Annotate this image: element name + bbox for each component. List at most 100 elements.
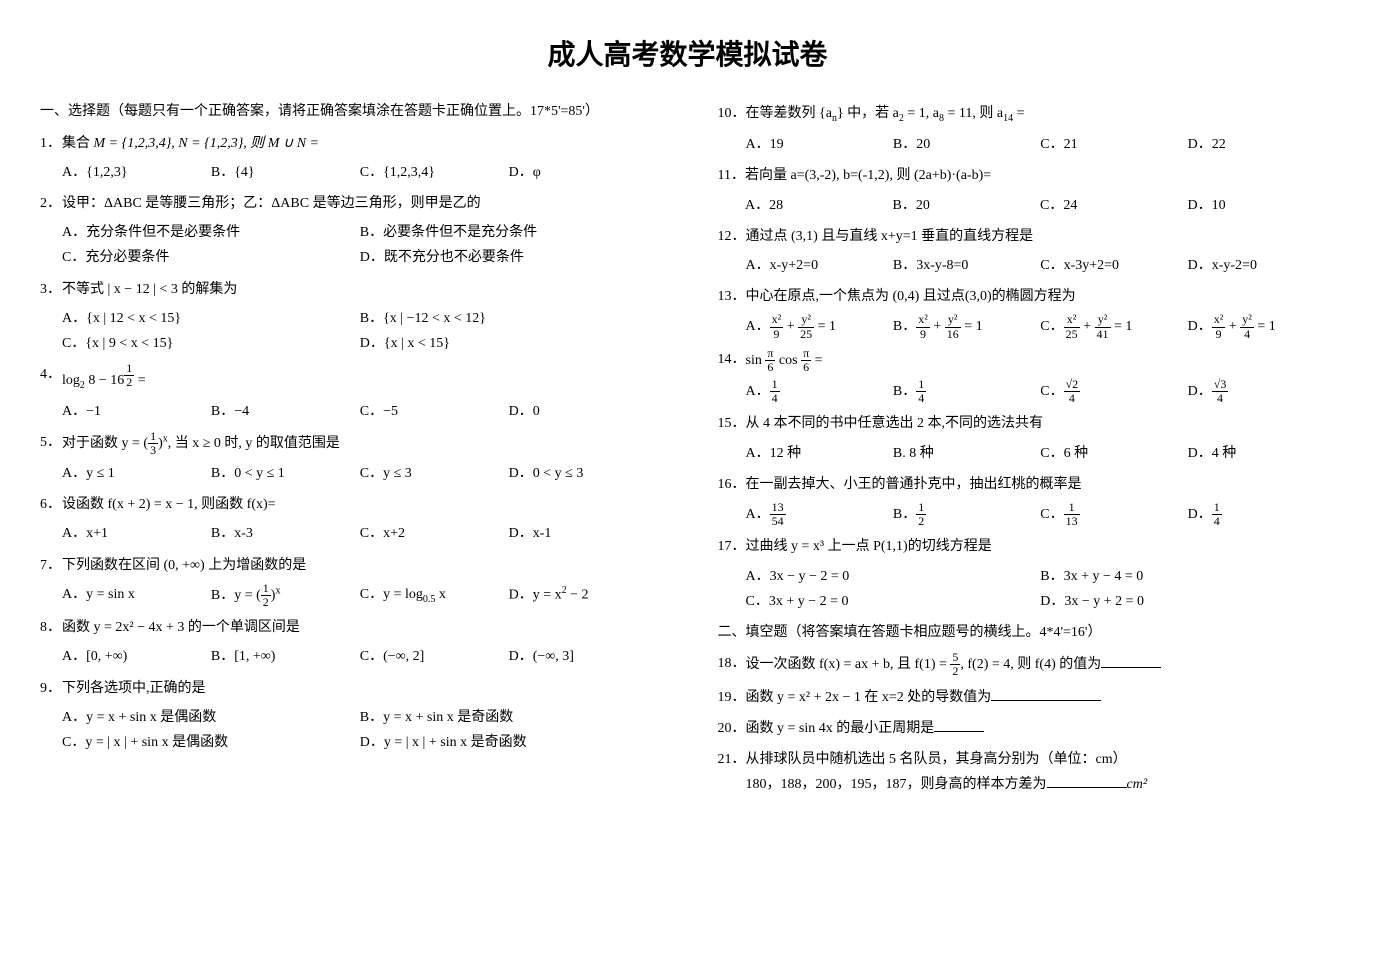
option-b: B．3x-y-8=0 [893, 253, 1040, 278]
option-c: C．√24 [1040, 378, 1187, 405]
option-d: D．y = x2 − 2 [509, 582, 658, 609]
option-d: D．x-y-2=0 [1188, 253, 1335, 278]
option-c: C．{x | 9 < x < 15} [62, 331, 360, 356]
option-d: D．22 [1188, 132, 1335, 157]
option-d: D．(−∞, 3] [509, 644, 658, 669]
question-number: 7． [40, 553, 62, 610]
question-4: 4． log2 8 − 1612 = A．−1 B．−4 C．−5 D．0 [40, 362, 658, 424]
option-b: B. 8 种 [893, 441, 1040, 466]
option-a: A．28 [745, 193, 893, 218]
option-d: D．既不充分也不必要条件 [360, 245, 658, 270]
option-c: C．113 [1040, 501, 1187, 528]
question-number: 12． [718, 224, 746, 278]
option-c: C．6 种 [1040, 441, 1187, 466]
question-2: 2． 设甲：ΔABC 是等腰三角形；乙：ΔABC 是等边三角形，则甲是乙的 A．… [40, 191, 658, 271]
question-number: 2． [40, 191, 62, 271]
option-b: B．{x | −12 < x < 12} [360, 306, 658, 331]
question-number: 6． [40, 492, 62, 546]
question-13: 13． 中心在原点,一个焦点为 (0,4) 且过点(3,0)的椭圆方程为 A．x… [718, 284, 1336, 341]
option-c: C．{1,2,3,4} [360, 160, 509, 185]
question-stem: 设甲：ΔABC 是等腰三角形；乙：ΔABC 是等边三角形，则甲是乙的 [62, 196, 481, 211]
left-column: 一、选择题（每题只有一个正确答案，请将正确答案填涂在答题卡正确位置上。17*5'… [40, 95, 658, 803]
option-b: B．{4} [211, 160, 360, 185]
question-number: 5． [40, 430, 62, 487]
question-stem: sin π6 cos π6 = [746, 353, 823, 368]
question-stem: log2 8 − 1612 = [62, 373, 146, 388]
option-b: B．0 < y ≤ 1 [211, 461, 360, 486]
question-11: 11． 若向量 a=(3,-2), b=(-1,2), 则 (2a+b)·(a-… [718, 163, 1336, 217]
question-stem: 通过点 (3,1) 且与直线 x+y=1 垂直的直线方程是 [746, 229, 1034, 244]
question-number: 18． [718, 651, 746, 678]
question-15: 15． 从 4 本不同的书中任意选出 2 本,不同的选法共有 A．12 种 B.… [718, 411, 1336, 465]
question-3: 3． 不等式 | x − 12 | < 3 的解集为 A．{x | 12 < x… [40, 277, 658, 357]
question-6: 6． 设函数 f(x + 2) = x − 1, 则函数 f(x)= A．x+1… [40, 492, 658, 546]
question-stem: 下列各选项中,正确的是 [62, 681, 206, 696]
option-a: A．12 种 [746, 441, 893, 466]
question-stem: 函数 y = x² + 2x − 1 在 x=2 处的导数值为 [746, 690, 1102, 705]
section-2-header: 二、填空题（将答案填在答题卡相应题号的横线上。4*4'=16'） [718, 620, 1336, 645]
question-20: 20． 函数 y = sin 4x 的最小正周期是 [718, 716, 1336, 741]
option-d: D．4 种 [1188, 441, 1335, 466]
question-14: 14． sin π6 cos π6 = A．14 B．14 C．√24 D．√3… [718, 347, 1336, 406]
option-c: C．x-3y+2=0 [1040, 253, 1187, 278]
question-number: 11． [718, 163, 745, 217]
two-column-layout: 一、选择题（每题只有一个正确答案，请将正确答案填涂在答题卡正确位置上。17*5'… [40, 95, 1335, 803]
answer-blank [991, 686, 1101, 701]
question-number: 16． [718, 472, 746, 529]
option-d: D．y = | x | + sin x 是奇函数 [360, 730, 658, 755]
question-stem: 在等差数列 {an} 中，若 a2 = 1, a8 = 11, 则 a14 = [746, 106, 1025, 121]
page-title: 成人高考数学模拟试卷 [40, 30, 1335, 80]
right-column: 10． 在等差数列 {an} 中，若 a2 = 1, a8 = 11, 则 a1… [718, 95, 1336, 803]
question-stem: 函数 y = 2x² − 4x + 3 的一个单调区间是 [62, 620, 300, 635]
option-a: A．{x | 12 < x < 15} [62, 306, 360, 331]
option-a: A．y = sin x [62, 582, 211, 609]
option-b: B．12 [893, 501, 1040, 528]
question-8: 8． 函数 y = 2x² − 4x + 3 的一个单调区间是 A．[0, +∞… [40, 615, 658, 669]
option-a: A．−1 [62, 399, 211, 424]
question-12: 12． 通过点 (3,1) 且与直线 x+y=1 垂直的直线方程是 A．x-y+… [718, 224, 1336, 278]
option-a: A．x²9 + y²25 = 1 [746, 313, 893, 340]
option-d: D．10 [1187, 193, 1335, 218]
question-number: 8． [40, 615, 62, 669]
question-1: 1． 集合 M = {1,2,3,4}, N = {1,2,3}, 则 M ∪ … [40, 131, 658, 185]
question-number: 3． [40, 277, 62, 357]
option-b: B．20 [893, 132, 1040, 157]
option-a: A．19 [746, 132, 893, 157]
option-d: D．0 < y ≤ 3 [509, 461, 658, 486]
question-number: 13． [718, 284, 746, 341]
option-d: D．x²9 + y²4 = 1 [1188, 313, 1335, 340]
option-b: B．x-3 [211, 521, 360, 546]
option-d: D．14 [1188, 501, 1335, 528]
option-c: C．x+2 [360, 521, 509, 546]
option-a: A．y ≤ 1 [62, 461, 211, 486]
option-c: C．3x + y − 2 = 0 [746, 589, 1041, 614]
question-16: 16． 在一副去掉大、小王的普通扑克中，抽出红桃的概率是 A．1354 B．12… [718, 472, 1336, 529]
question-stem: 不等式 | x − 12 | < 3 的解集为 [62, 282, 237, 297]
option-b: B．y = (12)x [211, 582, 360, 609]
option-c: C．y = log0.5 x [360, 582, 509, 609]
option-b: B．20 [892, 193, 1040, 218]
option-b: B．必要条件但不是充分条件 [360, 220, 658, 245]
question-19: 19． 函数 y = x² + 2x − 1 在 x=2 处的导数值为 [718, 685, 1336, 710]
question-stem: 设一次函数 f(x) = ax + b, 且 f(1) = 52, f(2) =… [746, 657, 1162, 672]
option-c: C．(−∞, 2] [360, 644, 509, 669]
question-stem: 设函数 f(x + 2) = x − 1, 则函数 f(x)= [62, 497, 276, 512]
question-number: 20． [718, 716, 746, 741]
question-number: 4． [40, 362, 62, 424]
question-5: 5． 对于函数 y = (13)x, 当 x ≥ 0 时, y 的取值范围是 A… [40, 430, 658, 487]
option-a: A．14 [746, 378, 893, 405]
option-c: C．y ≤ 3 [360, 461, 509, 486]
question-10: 10． 在等差数列 {an} 中，若 a2 = 1, a8 = 11, 则 a1… [718, 101, 1336, 157]
question-number: 19． [718, 685, 746, 710]
question-number: 14． [718, 347, 746, 406]
question-stem: 集合 M = {1,2,3,4}, N = {1,2,3}, 则 M ∪ N = [62, 136, 319, 151]
question-stem-line2: 180，188，200，195，187，则身高的样本方差为cm² [746, 772, 1336, 797]
question-stem: 中心在原点,一个焦点为 (0,4) 且过点(3,0)的椭圆方程为 [746, 289, 1076, 304]
question-stem-line1: 从排球队员中随机选出 5 名队员，其身高分别为（单位：cm） [746, 747, 1336, 772]
option-a: A．充分条件但不是必要条件 [62, 220, 360, 245]
option-a: A．x-y+2=0 [746, 253, 893, 278]
option-a: A．y = x + sin x 是偶函数 [62, 705, 360, 730]
option-b: B．3x + y − 4 = 0 [1040, 564, 1335, 589]
question-stem: 若向量 a=(3,-2), b=(-1,2), 则 (2a+b)·(a-b)= [745, 168, 991, 183]
option-a: A．{1,2,3} [62, 160, 211, 185]
